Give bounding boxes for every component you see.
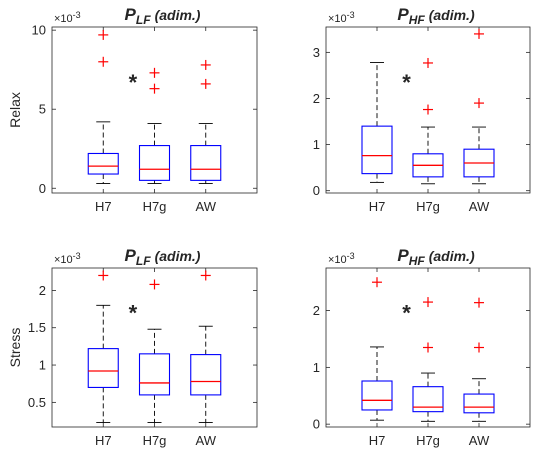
panel-title: PHF (adim.) bbox=[397, 246, 475, 268]
box-h7g bbox=[412, 57, 444, 185]
x-tick-label: H7 bbox=[369, 199, 386, 214]
outlier-marker bbox=[423, 57, 433, 68]
x-tick-label: AW bbox=[469, 433, 490, 448]
y-tick-label: 2 bbox=[39, 283, 46, 298]
panel-title: PLF (adim.) bbox=[125, 5, 201, 27]
significance-asterisk: * bbox=[402, 70, 411, 95]
y-tick-label: 1.5 bbox=[28, 320, 46, 335]
panel-4: 0 1 2 H7 H7g AW ×10-3 PHF (adim.) * bbox=[313, 246, 531, 448]
box-h7 bbox=[87, 29, 119, 184]
exponent-label: ×10-3 bbox=[54, 10, 81, 25]
y-tick-label: 0 bbox=[39, 181, 46, 196]
x-tick-label: H7g bbox=[416, 433, 440, 448]
outlier-marker bbox=[200, 59, 211, 70]
iqr-box bbox=[463, 393, 495, 414]
outlier-marker bbox=[474, 98, 484, 109]
box-aw bbox=[463, 28, 495, 185]
y-tick-label: 0 bbox=[313, 183, 320, 198]
outlier-marker bbox=[474, 28, 484, 39]
y-axis-label: Stress bbox=[7, 328, 23, 368]
outlier-marker bbox=[149, 83, 160, 94]
box-h7g bbox=[138, 67, 171, 184]
significance-asterisk: * bbox=[402, 300, 411, 325]
outlier-marker bbox=[98, 29, 109, 40]
outlier-marker bbox=[200, 270, 211, 281]
x-tick-label: H7g bbox=[143, 433, 167, 448]
outlier-marker bbox=[98, 56, 109, 67]
exponent-label: ×10-3 bbox=[328, 251, 355, 266]
panel-1: 0 5 10 H7 H7g AW ×10-3 PLF (adim.) Relax * bbox=[7, 5, 258, 214]
x-tick-label: AW bbox=[469, 199, 490, 214]
y-axis-label: Relax bbox=[7, 92, 23, 128]
x-tick-label: H7 bbox=[95, 433, 112, 448]
y-tick-label: 1 bbox=[313, 360, 320, 375]
x-tick-label: AW bbox=[196, 199, 217, 214]
box-h7 bbox=[87, 270, 119, 423]
x-tick-label: H7g bbox=[143, 199, 167, 214]
y-tick-label: 10 bbox=[32, 23, 46, 38]
axes-frame bbox=[51, 26, 258, 194]
iqr-box bbox=[361, 125, 393, 175]
y-tick-label: 5 bbox=[39, 102, 46, 117]
iqr-box bbox=[138, 145, 171, 181]
outlier-marker bbox=[423, 104, 433, 115]
x-tick-label: H7 bbox=[369, 433, 386, 448]
box-h7 bbox=[361, 277, 393, 421]
box-aw bbox=[463, 297, 495, 422]
outlier-marker bbox=[372, 277, 382, 288]
outlier-marker bbox=[149, 67, 160, 78]
iqr-box bbox=[361, 380, 393, 411]
y-tick-label: 0.5 bbox=[28, 395, 46, 410]
outlier-marker bbox=[149, 279, 160, 290]
iqr-box bbox=[87, 348, 119, 388]
iqr-box bbox=[190, 145, 222, 181]
y-tick-label: 1 bbox=[313, 137, 320, 152]
exponent-label: ×10-3 bbox=[328, 10, 355, 25]
iqr-box bbox=[87, 152, 119, 175]
exponent-label: ×10-3 bbox=[54, 251, 81, 266]
outlier-marker bbox=[474, 342, 484, 353]
outlier-marker bbox=[423, 297, 433, 308]
outlier-marker bbox=[474, 297, 484, 308]
box-h7 bbox=[361, 62, 393, 183]
panel-2: 0 1 2 3 H7 H7g AW ×10-3 PHF (adim.) * bbox=[313, 5, 531, 214]
outlier-marker bbox=[423, 342, 433, 353]
iqr-box bbox=[190, 354, 222, 396]
box-aw bbox=[190, 270, 222, 423]
iqr-box bbox=[412, 386, 444, 413]
y-tick-label: 2 bbox=[313, 303, 320, 318]
box-h7g bbox=[412, 297, 444, 422]
box-h7g bbox=[138, 279, 171, 423]
y-tick-label: 2 bbox=[313, 91, 320, 106]
y-tick-label: 0 bbox=[313, 417, 320, 432]
outlier-marker bbox=[200, 78, 211, 89]
outlier-marker bbox=[98, 270, 109, 281]
box-aw bbox=[190, 59, 222, 184]
y-tick-label: 1 bbox=[39, 358, 46, 373]
significance-asterisk: * bbox=[129, 70, 138, 95]
panel-3: 0.5 1 1.5 2 H7 H7g AW ×10-3 PLF (adim.) Stress * bbox=[7, 246, 258, 448]
significance-asterisk: * bbox=[129, 300, 138, 325]
panel-title: PLF (adim.) bbox=[125, 246, 201, 268]
x-tick-label: H7 bbox=[95, 199, 112, 214]
y-tick-label: 3 bbox=[313, 45, 320, 60]
x-tick-label: H7g bbox=[416, 199, 440, 214]
x-tick-label: AW bbox=[196, 433, 217, 448]
iqr-box bbox=[138, 353, 171, 396]
panel-title: PHF (adim.) bbox=[397, 5, 475, 27]
